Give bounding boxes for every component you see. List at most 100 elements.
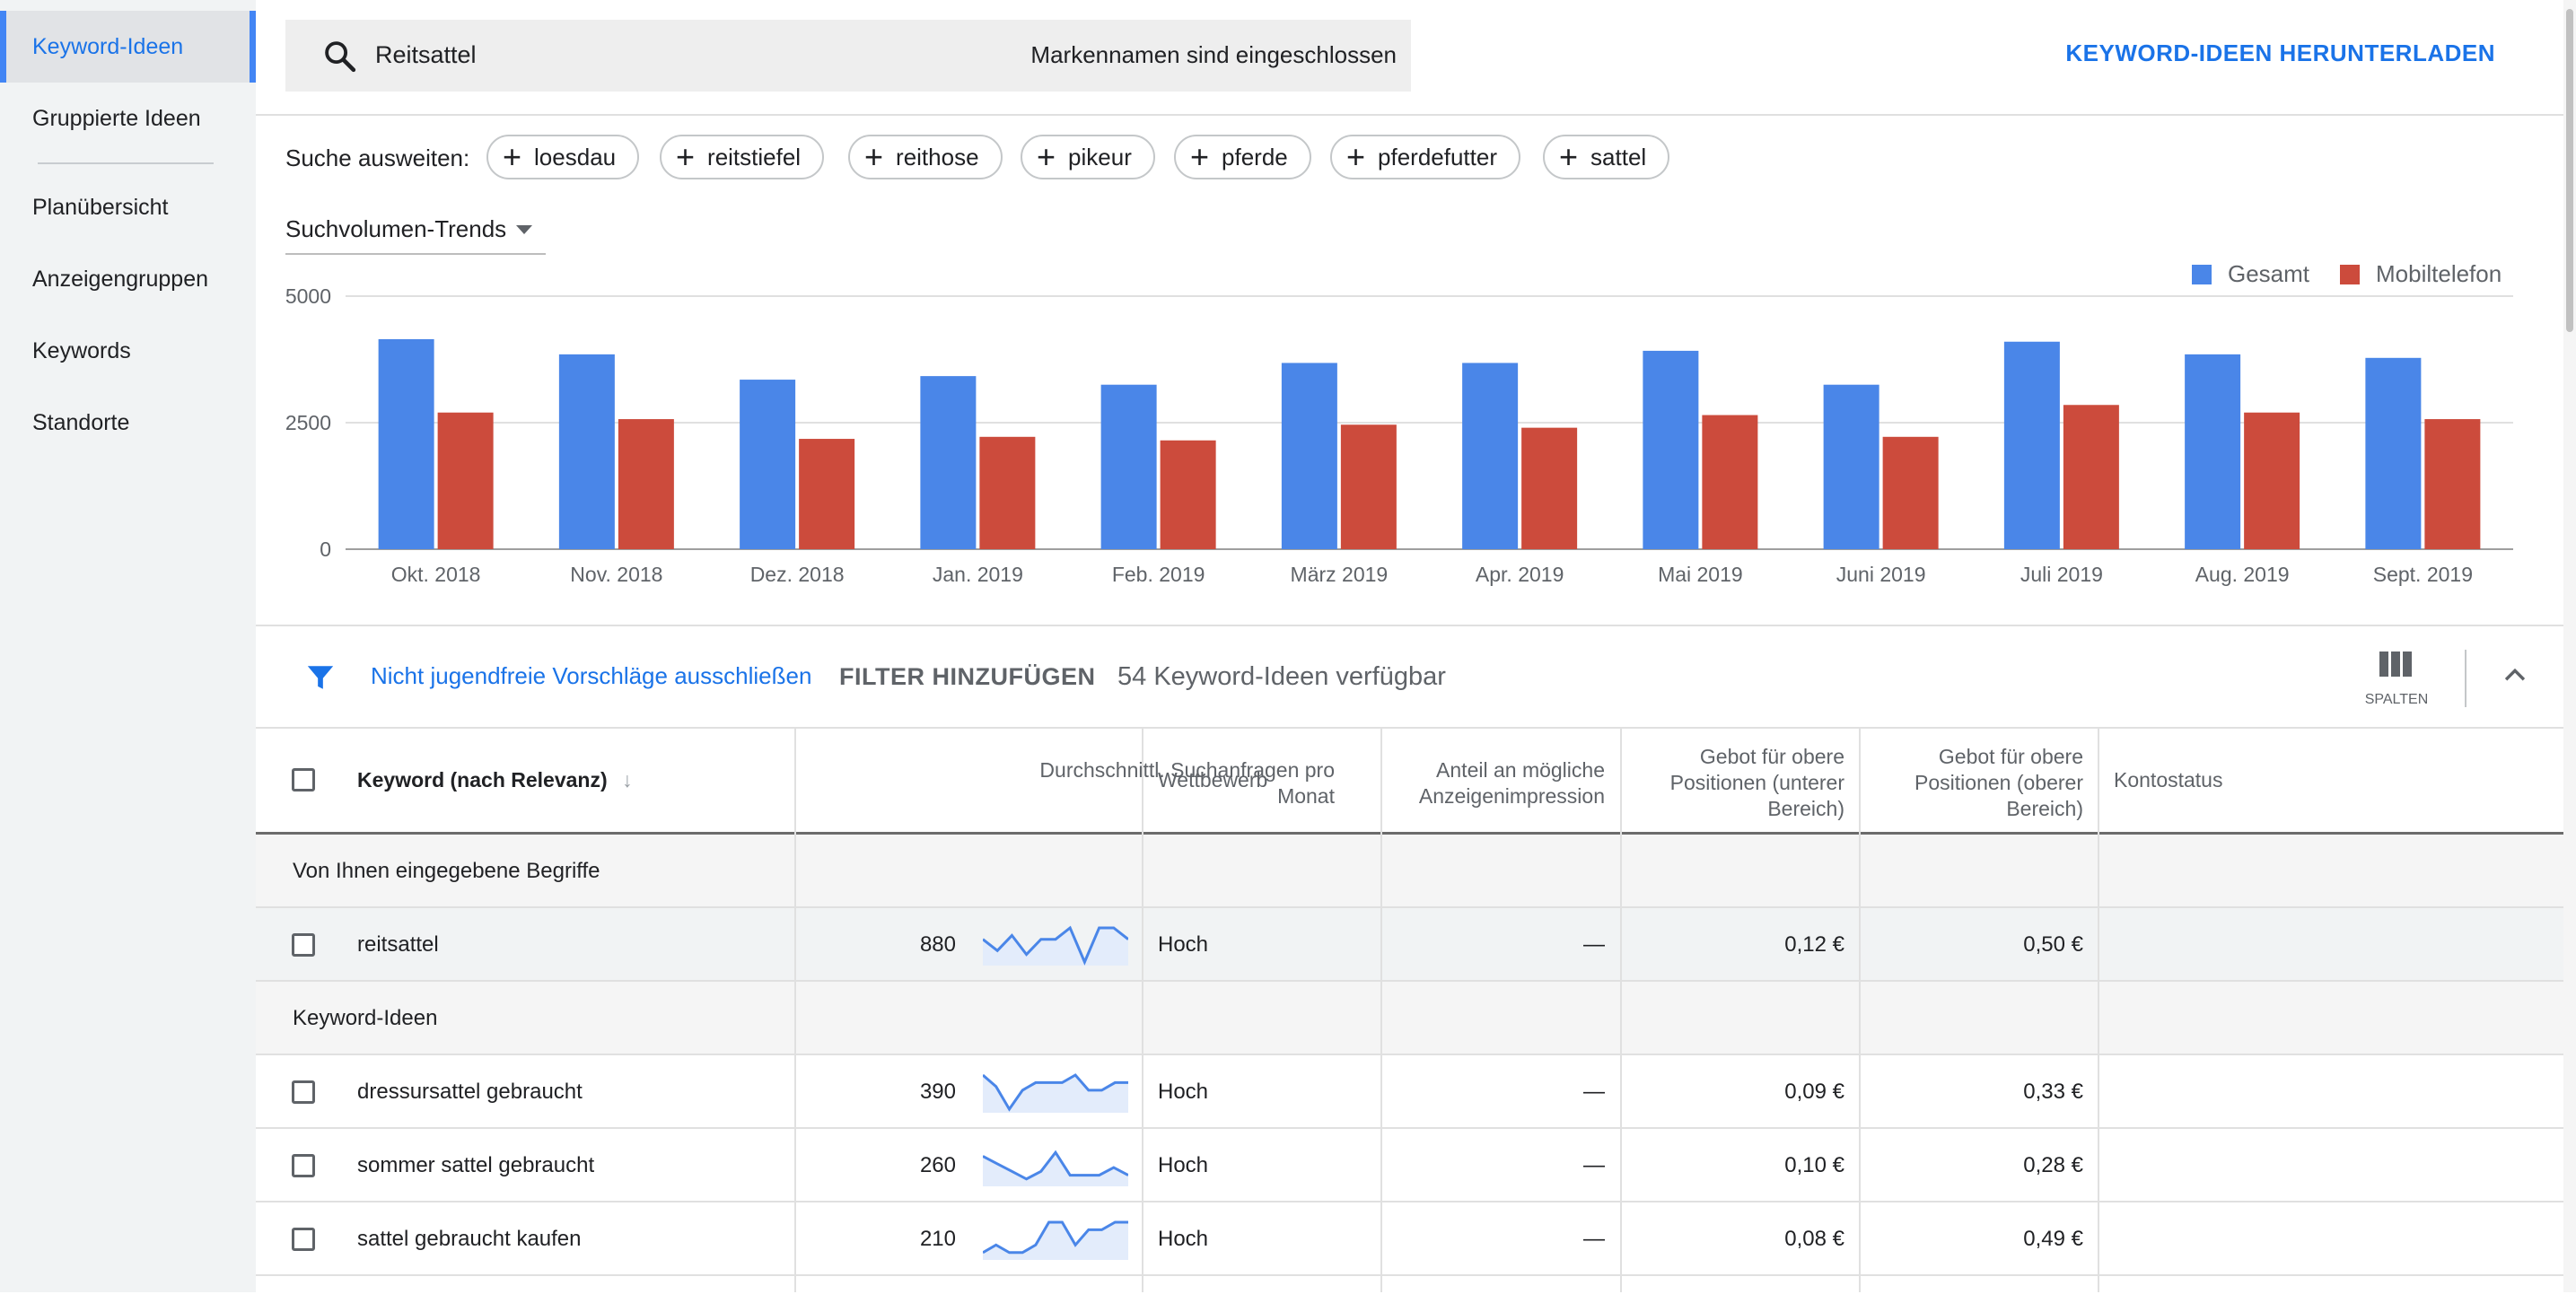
table-row[interactable]: reitsattel 880 Hoch — 0,12 € 0,50 €: [256, 908, 2576, 982]
sidebar-item-grouped-ideas[interactable]: Gruppierte Ideen: [0, 83, 256, 154]
scrollbar-track[interactable]: [2563, 0, 2576, 1292]
table-row[interactable]: sommer sattel gebraucht 260 Hoch — 0,10 …: [256, 1129, 2576, 1202]
y-tick-label: 5000: [285, 284, 331, 308]
sidebar-item-label: Keywords: [32, 337, 131, 363]
bar-total: [558, 354, 615, 549]
expand-chip-sattel[interactable]: + sattel: [1543, 135, 1670, 179]
bar-mobile: [618, 419, 674, 549]
filter-icon[interactable]: [305, 662, 336, 693]
sidebar-item-keyword-ideas[interactable]: Keyword-Ideen: [0, 11, 256, 83]
column-header-avg-searches[interactable]: Durchschnittl. Suchanfragen pro Monat: [803, 757, 1335, 809]
sidebar: Keyword-Ideen Gruppierte Ideen Planübers…: [0, 0, 256, 1292]
bid-high-cell: 0,28 €: [2023, 1153, 2083, 1177]
y-tick-label: 0: [320, 538, 331, 561]
expand-search-label: Suche ausweiten:: [285, 144, 470, 171]
y-tick-label: 2500: [285, 411, 331, 434]
column-header-impression-share[interactable]: Anteil an mögliche Anzeigenimpression: [1396, 757, 1605, 809]
expand-chip-pferdefutter[interactable]: + pferdefutter: [1330, 135, 1521, 179]
plus-icon: +: [1559, 138, 1579, 175]
x-tick-label: Okt. 2018: [391, 563, 481, 586]
competition-cell: Hoch: [1158, 1080, 1209, 1104]
avg-searches-cell: 260: [919, 1153, 956, 1177]
brand-names-note[interactable]: Markennamen sind eingeschlossen: [1030, 41, 1397, 68]
column-header-account-status[interactable]: Kontostatus: [2114, 767, 2222, 793]
exclude-adult-ideas-link[interactable]: Nicht jugendfreie Vorschläge ausschließe…: [371, 662, 812, 689]
keyword-ideas-count: 54 Keyword-Ideen verfügbar: [1117, 662, 1446, 691]
bid-high-cell: 0,49 €: [2023, 1227, 2083, 1251]
chip-label: pikeur: [1068, 143, 1132, 171]
scrollbar-thumb[interactable]: [2566, 9, 2573, 332]
trend-sparkline: [983, 1073, 1128, 1113]
columns-label: SPALTEN: [2364, 692, 2429, 707]
column-separator: [1859, 727, 1861, 1292]
x-tick-label: Juni 2019: [1836, 563, 1926, 586]
chart-type-dropdown[interactable]: Suchvolumen-Trends: [285, 208, 546, 255]
keyword-cell: sattel gebraucht kaufen: [357, 1227, 582, 1251]
table-row[interactable]: [256, 1276, 2576, 1303]
expand-chip-pikeur[interactable]: + pikeur: [1021, 135, 1155, 179]
row-checkbox[interactable]: [292, 933, 315, 957]
chip-label: sattel: [1590, 143, 1647, 171]
column-separator: [1620, 727, 1622, 1292]
table-row[interactable]: dressursattel gebraucht 390 Hoch — 0,09 …: [256, 1055, 2576, 1129]
sidebar-item-label: Anzeigengruppen: [32, 266, 208, 292]
sidebar-item-keywords[interactable]: Keywords: [0, 315, 256, 387]
search-box[interactable]: Reitsattel Markennamen sind eingeschloss…: [285, 20, 1411, 92]
search-input[interactable]: Reitsattel: [375, 41, 477, 68]
chip-label: pferdefutter: [1378, 143, 1498, 171]
bar-mobile: [1702, 415, 1758, 549]
column-header-line: Positionen (oberer: [1914, 771, 2083, 794]
column-header-bid-low[interactable]: Gebot für obere Positionen (unterer Bere…: [1629, 744, 1844, 822]
sidebar-divider: [38, 162, 214, 164]
row-checkbox[interactable]: [292, 1080, 315, 1104]
chip-label: pferde: [1222, 143, 1288, 171]
sparkline-area: [983, 1075, 1128, 1113]
impression-share-cell: —: [1583, 1227, 1605, 1251]
plus-icon: +: [1190, 138, 1210, 175]
legend-label: Mobiltelefon: [2376, 260, 2502, 287]
column-header-line: Durchschnittl. Suchanfragen pro: [1039, 758, 1335, 782]
sidebar-item-locations[interactable]: Standorte: [0, 387, 256, 459]
legend-item-mobile: Mobiltelefon: [2340, 260, 2502, 288]
x-tick-label: Mai 2019: [1658, 563, 1743, 586]
column-header-competition[interactable]: Wettbewerb: [1158, 767, 1267, 793]
sidebar-item-ad-groups[interactable]: Anzeigengruppen: [0, 243, 256, 315]
column-header-line: Anzeigenimpression: [1418, 784, 1605, 808]
bar-total: [1281, 363, 1337, 549]
table-row[interactable]: sattel gebraucht kaufen 210 Hoch — 0,08 …: [256, 1202, 2576, 1276]
sparkline-area: [983, 1152, 1128, 1186]
row-checkbox[interactable]: [292, 1228, 315, 1251]
sidebar-item-plan-overview[interactable]: Planübersicht: [0, 171, 256, 243]
avg-searches-cell: 880: [919, 932, 956, 957]
bar-total: [1100, 384, 1157, 549]
expand-chip-reithose[interactable]: + reithose: [848, 135, 1003, 179]
expand-chip-loesdau[interactable]: + loesdau: [486, 135, 640, 179]
column-header-bid-high[interactable]: Gebot für obere Positionen (oberer Berei…: [1868, 744, 2083, 822]
bar-mobile: [2244, 412, 2300, 549]
column-header-label: Wettbewerb: [1158, 768, 1268, 791]
bar-mobile: [2063, 405, 2119, 549]
sidebar-item-label: Gruppierte Ideen: [32, 105, 201, 131]
divider: [2465, 650, 2466, 707]
column-header-keyword[interactable]: Keyword (nach Relevanz) ↓: [357, 767, 633, 793]
chevron-up-icon[interactable]: [2500, 660, 2530, 691]
bar-mobile: [1882, 436, 1939, 549]
trend-sparkline: [983, 1150, 1128, 1186]
legend-item-total: Gesamt: [2192, 260, 2309, 288]
sort-arrow-down-icon: ↓: [622, 768, 633, 791]
avg-searches-cell: 390: [919, 1080, 956, 1104]
bar-total: [2365, 357, 2422, 549]
bar-total: [2003, 341, 2060, 549]
column-header-line: Gebot für obere: [1938, 745, 2083, 768]
search-volume-chart: 0 2500 5000 Okt. 2018 Nov. 2018 Dez. 2018 Jan.…: [256, 201, 2576, 623]
columns-button[interactable]: SPALTEN: [2361, 646, 2432, 709]
download-keyword-ideas-button[interactable]: KEYWORD-IDEEN HERUNTERLADEN: [2065, 39, 2495, 66]
row-checkbox[interactable]: [292, 1154, 315, 1177]
expand-chip-pferde[interactable]: + pferde: [1174, 135, 1311, 179]
filter-bar: Nicht jugendfreie Vorschläge ausschließe…: [256, 626, 2576, 727]
expand-chip-reitstiefel[interactable]: + reitstiefel: [660, 135, 825, 179]
bid-low-cell: 0,10 €: [1784, 1153, 1844, 1177]
add-filter-button[interactable]: FILTER HINZUFÜGEN: [839, 663, 1096, 690]
select-all-checkbox[interactable]: [292, 768, 315, 791]
bar-total: [1643, 350, 1699, 549]
